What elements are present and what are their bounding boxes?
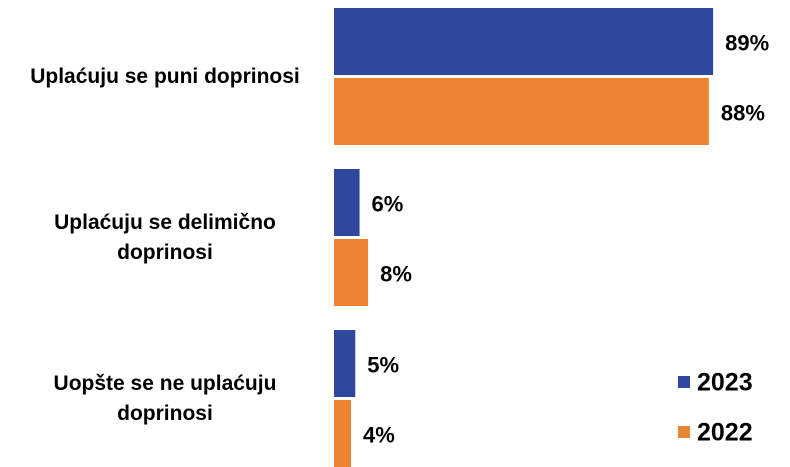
category-label: Uplaćuju se delimično doprinosi (54, 210, 276, 264)
legend-swatch (678, 376, 690, 388)
bar (334, 8, 714, 75)
value-label: 8% (380, 261, 412, 286)
legend-label: 2023 (697, 369, 753, 397)
value-label: 6% (372, 191, 404, 216)
legend-swatch (678, 426, 690, 438)
category-label: Uopšte se ne uplaćuju doprinosi (53, 371, 277, 425)
category-label: Uplaćuju se puni doprinosi (30, 64, 300, 88)
value-label: 88% (721, 100, 765, 125)
value-label: 89% (725, 30, 769, 55)
bar (334, 169, 360, 236)
bar (334, 239, 369, 306)
value-label: 5% (367, 352, 399, 377)
legend-label: 2022 (697, 419, 753, 447)
bar (334, 330, 356, 397)
bar (334, 400, 352, 467)
value-label: 4% (363, 422, 395, 447)
bar (334, 78, 709, 145)
